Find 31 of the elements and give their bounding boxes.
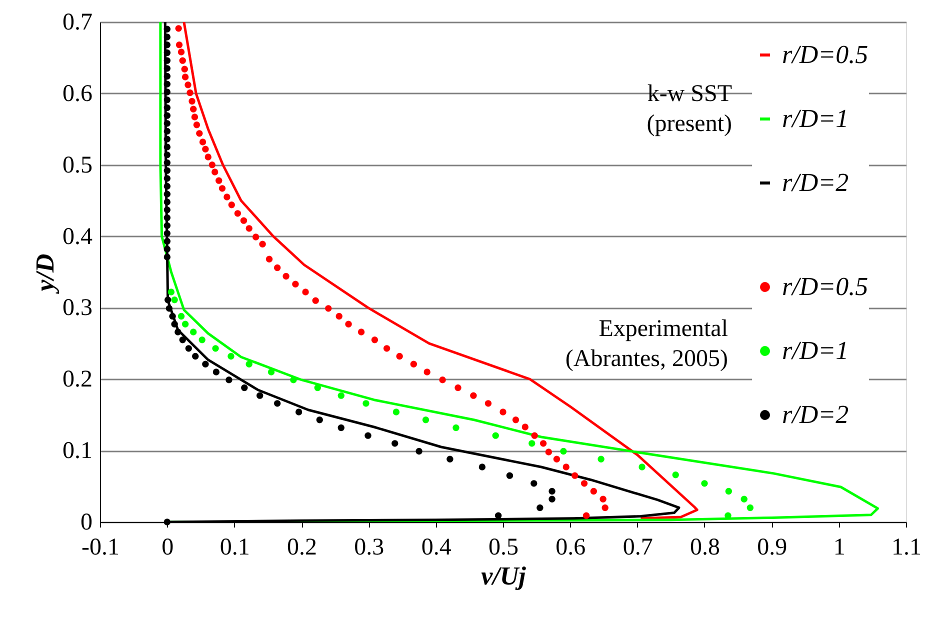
x-tick-label: 0.1 [220, 534, 250, 560]
x-tick-label: -0.1 [82, 534, 120, 560]
x-tick-label: 0.8 [690, 534, 720, 560]
x-tick-label: 1.1 [892, 534, 922, 560]
y-tick-label: 0.5 [62, 152, 92, 178]
y-tick-label: 0.3 [62, 295, 92, 322]
annotation: Experimental (Abrantes, 2005) [565, 316, 728, 372]
legend-label: r/D=0.5 [782, 40, 868, 69]
y-tick-label: 0.6 [62, 80, 92, 107]
y-tick-label: 0 [80, 510, 92, 536]
x-tick-label: 0.6 [556, 534, 586, 560]
x-tick-label: 0.5 [488, 534, 518, 560]
legend-label: r/D=2 [782, 168, 849, 197]
y-tick-label: 0.7 [62, 10, 92, 36]
y-tick-label: 0.1 [62, 438, 92, 464]
annotation: k-w SST (present) [646, 81, 732, 137]
x-tick-label: 1 [833, 534, 846, 560]
y-tick-label: 0.2 [62, 366, 92, 393]
x-axis-title: v/Uj [481, 562, 527, 590]
x-tick-label: 0.3 [354, 534, 384, 560]
legend-label: r/D=0.5 [782, 272, 868, 301]
y-tick-label: 0.4 [62, 224, 92, 250]
legend-label: r/D=1 [782, 104, 849, 133]
x-tick-label: 0.7 [622, 534, 653, 560]
y-axis-title: y/D [30, 254, 60, 294]
legend-label: r/D=2 [782, 400, 849, 429]
x-tick-label: 0 [162, 534, 174, 560]
x-tick-label: 0.9 [757, 534, 788, 560]
x-tick-label: 0.4 [421, 534, 452, 560]
legend-label: r/D=1 [782, 336, 849, 365]
x-tick-label: 0.2 [287, 534, 317, 560]
